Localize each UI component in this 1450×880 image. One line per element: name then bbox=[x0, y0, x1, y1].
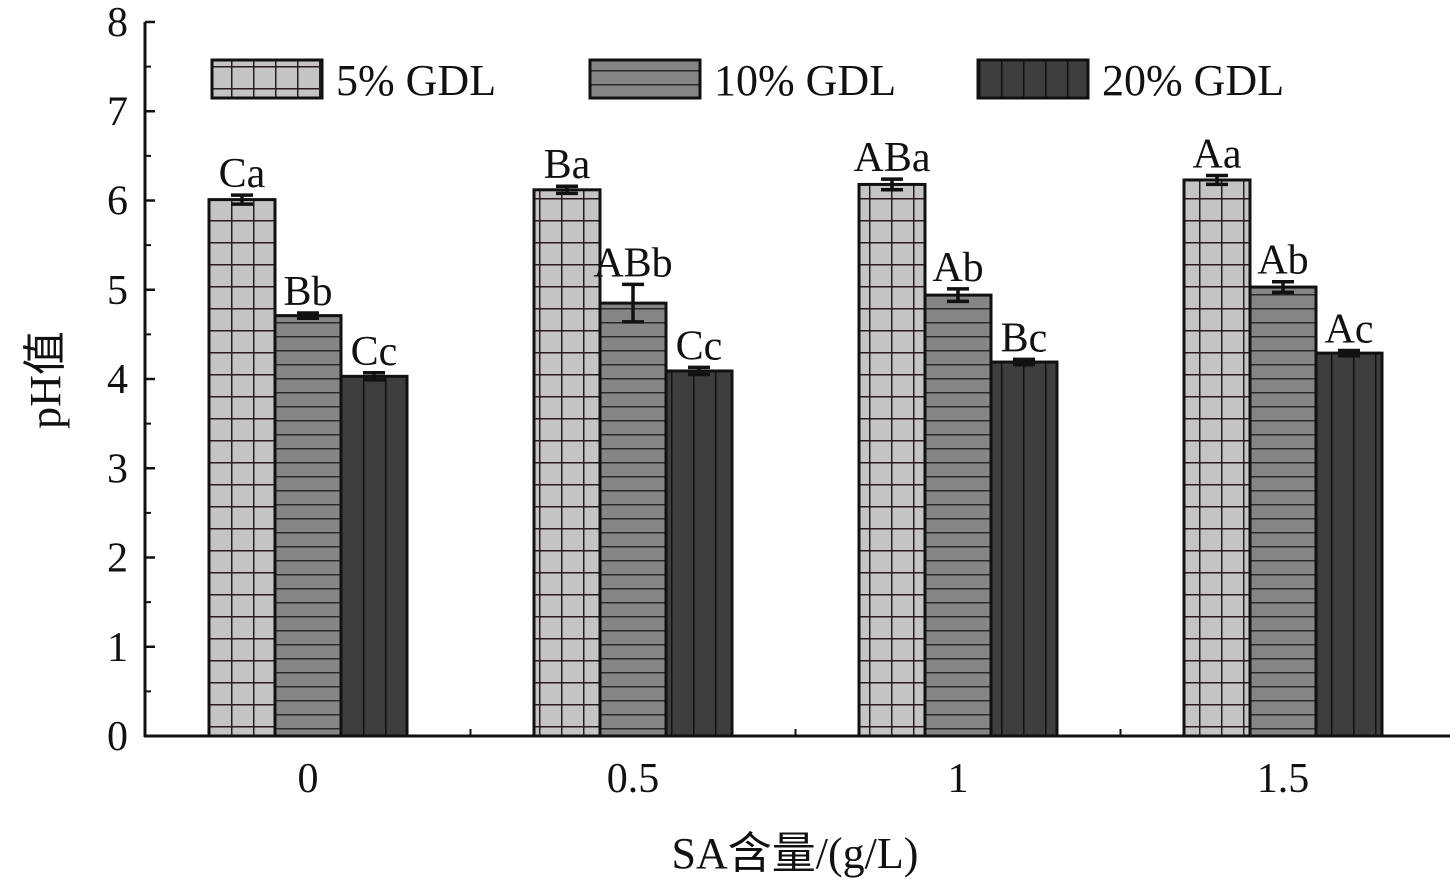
data-label: Cc bbox=[676, 323, 723, 369]
data-label: ABa bbox=[854, 135, 931, 181]
bar bbox=[1182, 178, 1252, 738]
data-label: Aa bbox=[1193, 132, 1242, 178]
bar bbox=[598, 301, 668, 738]
legend-label: 5% GDL bbox=[336, 56, 496, 105]
error-bar bbox=[688, 365, 710, 377]
data-label: Ac bbox=[1325, 306, 1374, 352]
y-tick-label: 2 bbox=[107, 536, 128, 582]
bar bbox=[532, 188, 602, 738]
bar bbox=[273, 314, 343, 738]
x-tick-label: 0.5 bbox=[607, 756, 660, 802]
legend-label: 20% GDL bbox=[1102, 56, 1284, 105]
legend-swatch bbox=[976, 58, 1090, 100]
error-bar bbox=[881, 177, 903, 192]
y-tick-label: 1 bbox=[107, 625, 128, 671]
bar bbox=[923, 293, 993, 738]
y-tick-label: 5 bbox=[107, 268, 128, 314]
data-label: Cc bbox=[351, 329, 398, 375]
y-tick-label: 7 bbox=[107, 89, 128, 135]
x-tick-label: 1.5 bbox=[1257, 756, 1310, 802]
data-label: Ab bbox=[1257, 238, 1308, 284]
error-bar bbox=[1338, 348, 1360, 358]
y-tick-label: 4 bbox=[107, 357, 128, 403]
y-tick-label: 8 bbox=[107, 0, 128, 46]
bar bbox=[1248, 285, 1318, 738]
x-tick-label: 0 bbox=[298, 756, 319, 802]
legend-label: 10% GDL bbox=[714, 56, 896, 105]
error-bar bbox=[622, 282, 644, 324]
error-bar bbox=[556, 184, 578, 196]
y-tick-label: 6 bbox=[107, 179, 128, 225]
error-bar bbox=[297, 311, 319, 321]
y-axis-title: pH值 bbox=[21, 331, 70, 429]
data-label: Ba bbox=[544, 142, 591, 188]
error-bar bbox=[1272, 279, 1294, 295]
bars: Ca Ba ABa Aa Bb ABb Ab Ab Cc Cc Bc Ac bbox=[207, 132, 1384, 738]
bar bbox=[664, 369, 734, 738]
bar bbox=[1314, 351, 1384, 738]
data-label: Bb bbox=[283, 269, 332, 315]
data-label: Bc bbox=[1001, 315, 1048, 361]
x-tick-label: 1 bbox=[948, 756, 969, 802]
bar bbox=[207, 198, 277, 738]
bar bbox=[989, 360, 1059, 738]
data-label: Ca bbox=[219, 151, 266, 197]
legend: 5% GDL 10% GDL 20% GDL bbox=[210, 56, 1284, 105]
data-label: Ab bbox=[932, 245, 983, 291]
error-bar bbox=[1013, 357, 1035, 367]
error-bar bbox=[1206, 173, 1228, 187]
legend-swatch bbox=[210, 58, 324, 100]
error-bar bbox=[947, 287, 969, 304]
legend-swatch bbox=[588, 58, 702, 100]
bar bbox=[857, 182, 927, 738]
error-bar bbox=[363, 371, 385, 382]
y-tick-label: 0 bbox=[107, 714, 128, 760]
error-bar bbox=[231, 193, 253, 206]
x-axis-title: SA含量/(g/L) bbox=[672, 829, 919, 878]
y-tick-label: 3 bbox=[107, 446, 128, 492]
data-label: ABb bbox=[593, 240, 672, 286]
bar bbox=[339, 374, 409, 738]
